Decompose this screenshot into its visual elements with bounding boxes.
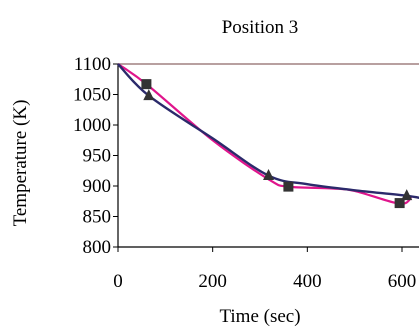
triangle-marker [143,89,155,101]
square-marker [394,198,405,209]
x-tick-label: 400 [293,271,322,292]
square-marker [283,181,294,192]
chart-title: Position 3 [222,17,299,38]
y-tick-label: 850 [83,207,112,228]
y-tick-label: 800 [83,237,112,258]
triangle-marker [263,169,275,181]
y-tick-label: 900 [83,176,112,197]
y-tick-label: 1050 [73,85,111,106]
plot-area: 800 850 900 950 1000 1050 1100 0 200 400 600 [73,54,419,292]
x-tick-label: 600 [388,271,417,292]
y-axis-label: Temperature (K) [10,100,31,227]
x-tick-label: 200 [198,271,227,292]
y-tick-label: 1000 [73,115,111,136]
x-axis-label: Time (sec) [219,306,300,327]
x-tick-label: 0 [113,271,123,292]
triangle-marker [401,189,413,201]
y-tick-label: 950 [83,146,112,167]
y-tick-label: 1100 [74,54,111,75]
square-marker [141,79,152,90]
series-line-triangle [117,63,419,200]
series-line-square [117,63,413,205]
